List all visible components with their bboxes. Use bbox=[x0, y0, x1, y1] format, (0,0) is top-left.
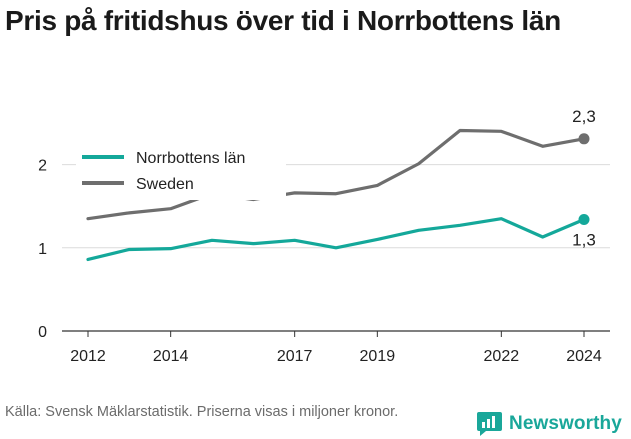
x-tick-label: 2019 bbox=[360, 348, 396, 365]
data-labels: 1,3 2,3 bbox=[572, 107, 596, 250]
brand-name: Newsworthy bbox=[509, 412, 622, 434]
chart-title: Pris på fritidshus över tid i Norrbotten… bbox=[5, 5, 561, 36]
y-tick-label: 1 bbox=[38, 241, 47, 258]
series-end-point bbox=[578, 133, 590, 145]
legend: Norrbottens län Sweden bbox=[76, 140, 286, 200]
x-axis-ticks: 2012 2014 2017 2019 2022 2024 bbox=[70, 331, 602, 365]
x-tick-label: 2017 bbox=[277, 348, 313, 365]
legend-background bbox=[76, 140, 286, 200]
source-note: Källa: Svensk Mäklarstatistik. Priserna … bbox=[5, 404, 399, 420]
y-axis-ticks: 0 1 2 bbox=[38, 158, 47, 341]
y-tick-label: 2 bbox=[38, 158, 47, 175]
series-end-point bbox=[578, 214, 590, 226]
newsworthy-logo-icon bbox=[477, 412, 502, 436]
series-line-1 bbox=[86, 128, 586, 221]
data-label: 1,3 bbox=[572, 231, 596, 250]
series-line-0 bbox=[86, 217, 586, 262]
legend-label: Sweden bbox=[136, 176, 194, 193]
x-tick-label: 2014 bbox=[153, 348, 189, 365]
series-lines bbox=[86, 128, 590, 262]
legend-label: Norrbottens län bbox=[136, 150, 245, 167]
data-label: 2,3 bbox=[572, 107, 596, 126]
y-tick-label: 0 bbox=[38, 324, 47, 341]
x-tick-label: 2012 bbox=[70, 348, 106, 365]
x-tick-label: 2022 bbox=[484, 348, 520, 365]
x-tick-label: 2024 bbox=[566, 348, 602, 365]
brand-logo: Newsworthy bbox=[476, 410, 622, 437]
